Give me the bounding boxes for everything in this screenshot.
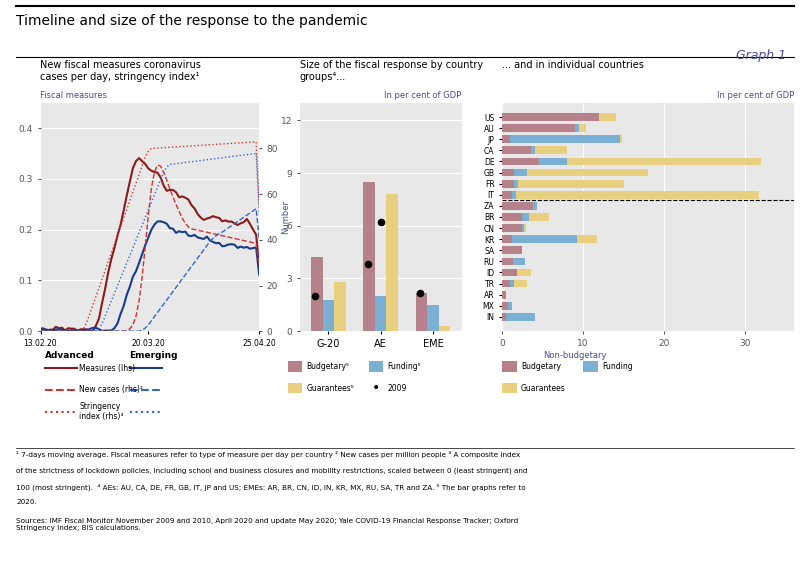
Bar: [502, 280, 510, 287]
Bar: [512, 191, 516, 199]
Bar: [502, 313, 506, 321]
Point: [309, 291, 322, 300]
Bar: [502, 113, 599, 121]
Bar: [513, 258, 525, 266]
Bar: [502, 180, 514, 187]
Bar: [539, 158, 567, 166]
Bar: [502, 213, 522, 221]
Bar: [502, 258, 513, 266]
Text: Guarantees⁵: Guarantees⁵: [306, 384, 354, 393]
Bar: [502, 158, 539, 166]
Text: Stringency
index (rhs)³: Stringency index (rhs)³: [79, 402, 124, 421]
Text: ... and in individual countries: ... and in individual countries: [502, 60, 644, 70]
Text: Budgetary: Budgetary: [521, 362, 561, 371]
Bar: [439, 326, 450, 331]
Text: Non-budgetary: Non-budgetary: [544, 351, 607, 360]
Bar: [517, 268, 531, 276]
Bar: [514, 180, 518, 187]
Text: Advanced: Advanced: [45, 351, 94, 360]
Bar: [386, 194, 398, 331]
Bar: [516, 191, 759, 199]
Bar: [522, 224, 524, 232]
Bar: [375, 296, 386, 331]
Bar: [522, 213, 529, 221]
Text: Emerging: Emerging: [130, 351, 178, 360]
Bar: [514, 280, 526, 287]
Text: Fiscal measures: Fiscal measures: [40, 91, 108, 100]
Bar: [533, 202, 537, 210]
Text: of the strictness of lockdown policies, including school and business closures a: of the strictness of lockdown policies, …: [16, 467, 527, 473]
Text: Size of the fiscal response by country
groups⁴...: Size of the fiscal response by country g…: [300, 60, 483, 82]
Bar: [577, 235, 597, 243]
Bar: [502, 202, 533, 210]
Bar: [531, 147, 535, 154]
Y-axis label: Number: Number: [281, 200, 290, 234]
Bar: [510, 135, 620, 143]
Bar: [311, 258, 322, 331]
Text: Graph 1: Graph 1: [735, 49, 786, 62]
Bar: [514, 168, 526, 176]
Bar: [575, 124, 579, 132]
Bar: [579, 124, 586, 132]
Bar: [502, 168, 514, 176]
Text: Measures (lhs): Measures (lhs): [79, 364, 135, 373]
Bar: [506, 313, 535, 321]
Point: [361, 260, 374, 269]
Text: Guarantees: Guarantees: [521, 384, 565, 393]
Text: ¹ 7-days moving average. Fiscal measures refer to type of measure per day per co: ¹ 7-days moving average. Fiscal measures…: [16, 451, 521, 458]
Text: New fiscal measures coronavirus
cases per day, stringency index¹: New fiscal measures coronavirus cases pe…: [40, 60, 202, 82]
Bar: [502, 124, 575, 132]
Bar: [502, 302, 508, 309]
Text: Funding⁵: Funding⁵: [387, 362, 421, 371]
Bar: [502, 135, 510, 143]
Bar: [335, 282, 346, 331]
Bar: [322, 300, 335, 331]
Bar: [529, 213, 549, 221]
Text: New cases (rhs)²: New cases (rhs)²: [79, 385, 143, 395]
Bar: [518, 180, 624, 187]
Text: 100 (most stringent).  ⁴ AEs: AU, CA, DE, FR, GB, IT, JP and US; EMEs: AR, BR, C: 100 (most stringent). ⁴ AEs: AU, CA, DE,…: [16, 483, 526, 490]
Bar: [524, 224, 526, 232]
Text: In per cent of GDP: In per cent of GDP: [717, 91, 794, 100]
Bar: [502, 191, 512, 199]
Bar: [502, 247, 522, 254]
Text: 2020.: 2020.: [16, 499, 37, 505]
Bar: [502, 224, 522, 232]
Bar: [567, 158, 761, 166]
Bar: [599, 113, 616, 121]
Text: 2009: 2009: [387, 384, 407, 393]
Bar: [508, 302, 512, 309]
Point: [413, 288, 426, 297]
Bar: [364, 182, 375, 331]
Text: •: •: [372, 381, 380, 395]
Bar: [620, 135, 622, 143]
Text: In per cent of GDP: In per cent of GDP: [385, 91, 462, 100]
Bar: [502, 291, 506, 299]
Bar: [502, 147, 531, 154]
Bar: [526, 168, 648, 176]
Bar: [502, 268, 517, 276]
Text: Sources: IMF Fiscal Monitor November 2009 and 2010, April 2020 and update May 20: Sources: IMF Fiscal Monitor November 200…: [16, 518, 518, 531]
Bar: [535, 147, 567, 154]
Bar: [512, 235, 577, 243]
Text: Budgetary⁵: Budgetary⁵: [306, 362, 349, 371]
Text: Timeline and size of the response to the pandemic: Timeline and size of the response to the…: [16, 14, 368, 29]
Bar: [416, 292, 427, 331]
Bar: [502, 235, 512, 243]
Point: [374, 218, 387, 227]
Bar: [510, 280, 514, 287]
Bar: [427, 305, 439, 331]
Text: Funding: Funding: [602, 362, 633, 371]
